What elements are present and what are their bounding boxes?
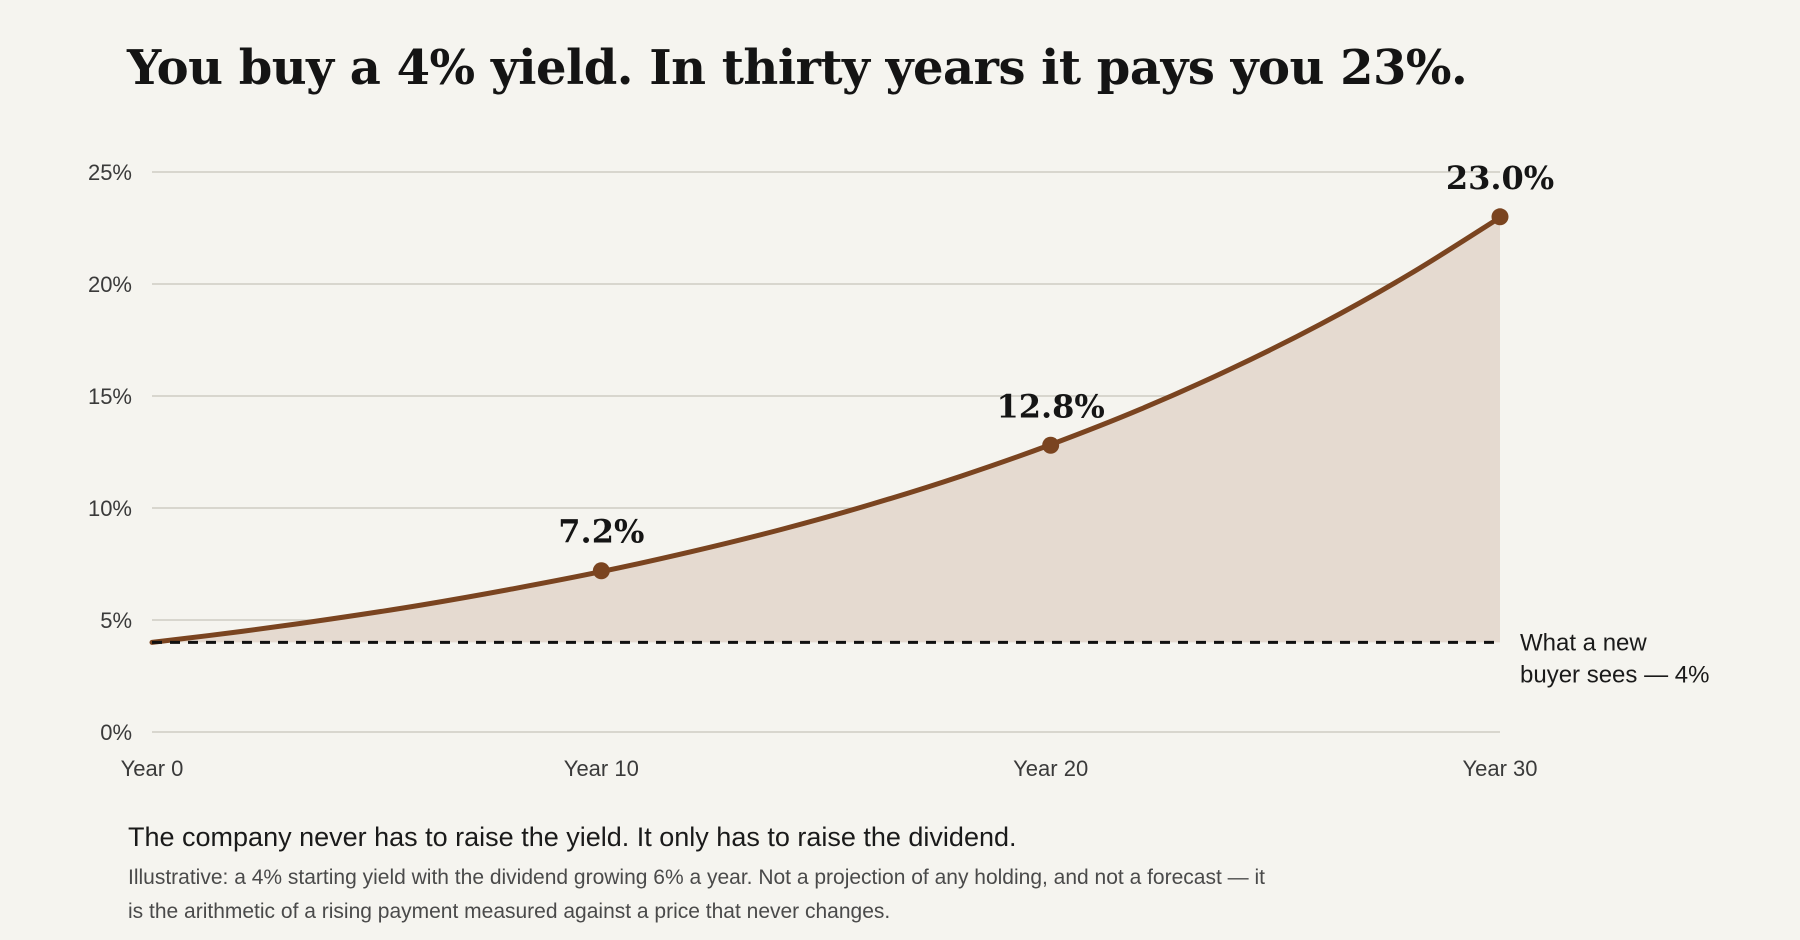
data-point-marker (1042, 436, 1060, 454)
series-area (152, 217, 1500, 643)
x-tick-label: Year 30 (1462, 756, 1537, 781)
data-point-marker (1491, 208, 1509, 226)
y-tick-label: 20% (88, 272, 132, 297)
series-line (149, 215, 1503, 645)
yield-on-cost-chart: 0% 5% 10% 15% 20% 25% Year 0 Year 10 Year 20 Year… (88, 159, 1709, 781)
chart-title: You buy a 4% yield. In thirty years it p… (127, 40, 1468, 96)
data-point-marker (592, 562, 610, 580)
chart-caption: The company never has to raise the yield… (128, 822, 1017, 852)
data-point-label: 23.0% (1446, 159, 1554, 197)
chart-footnote: Illustrative: a 4% starting yield with t… (128, 866, 1265, 923)
y-tick-label: 5% (100, 608, 132, 633)
y-tick-label: 25% (88, 160, 132, 185)
x-tick-label: Year 20 (1013, 756, 1088, 781)
data-point-label: 12.8% (996, 387, 1104, 425)
x-tick-label: Year 0 (121, 756, 184, 781)
x-tick-label: Year 10 (564, 756, 639, 781)
data-point-label: 7.2% (558, 513, 644, 551)
y-tick-label: 10% (88, 496, 132, 521)
reference-line-label: What a new (1520, 629, 1647, 656)
reference-line-label: buyer sees — 4% (1520, 661, 1709, 688)
y-tick-label: 0% (100, 720, 132, 745)
y-tick-label: 15% (88, 384, 132, 409)
